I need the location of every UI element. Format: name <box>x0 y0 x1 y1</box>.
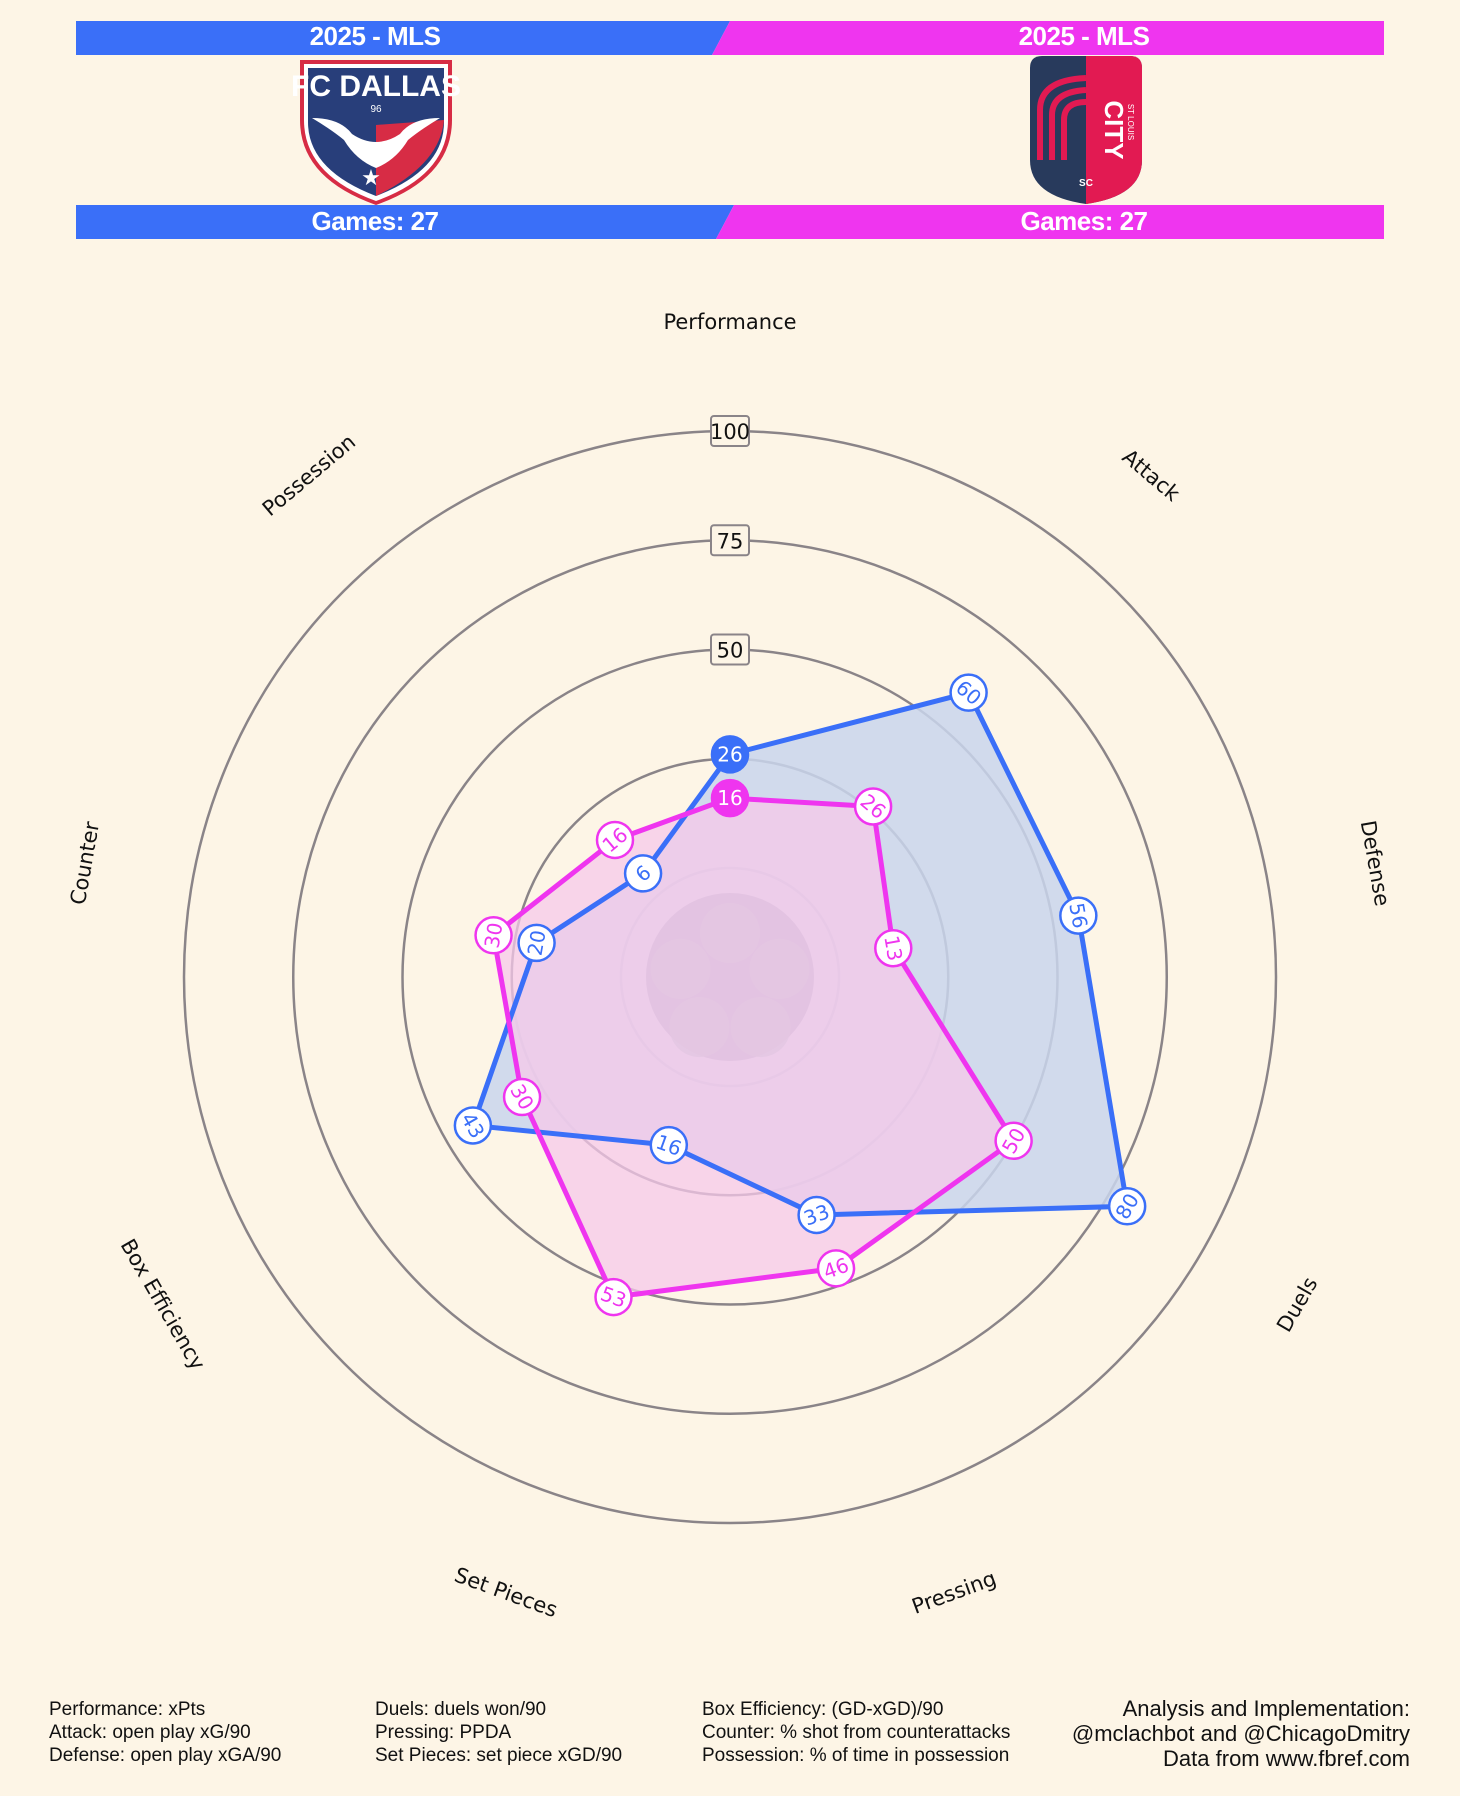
footer-line: Possession: % of time in possession <box>702 1745 1010 1766</box>
ring-tick-box <box>710 524 750 557</box>
series-2-value-label: 16 <box>717 786 742 810</box>
axis-label-possession: Possession <box>258 430 360 521</box>
footer-line: Performance: xPts <box>49 1699 206 1720</box>
st-louis-city-sc-logo: CITY ST LOUIS SC <box>1030 56 1142 204</box>
fc-dallas-logo-text: FC DALLAS <box>291 70 461 103</box>
ring-tick-label: 50 <box>717 639 744 663</box>
left-team-league-banner <box>76 21 730 55</box>
series-1-point <box>453 1106 493 1145</box>
series-2-point <box>853 787 893 826</box>
axis-label-performance: Performance <box>663 310 796 334</box>
series-2-line <box>490 795 1017 1300</box>
series-2-value-label: 30 <box>480 921 508 950</box>
footer-line: Defense: open play xGA/90 <box>49 1745 282 1766</box>
credits-line: @mclachbot and @ChicagoDmitry <box>1071 1721 1410 1746</box>
axis-label-duels: Duels <box>1272 1273 1322 1336</box>
axis-label-defense: Defense <box>1356 819 1395 908</box>
series-2-point <box>710 778 750 818</box>
ring-tick-box <box>710 415 750 447</box>
footer-col-2: Duels: duels won/90 Pressing: PPDA Set P… <box>375 1698 622 1767</box>
series-1-point <box>1059 896 1098 935</box>
series-1-point <box>949 673 988 712</box>
ring-tick-box <box>710 633 750 666</box>
footer-col-3: Box Efficiency: (GD-xGD)/90 Counter: % s… <box>702 1698 1010 1767</box>
series-2-point <box>994 1121 1033 1160</box>
series-2-point <box>594 1277 633 1317</box>
ring-tick-label: 75 <box>717 529 744 553</box>
series-1-line <box>469 689 1131 1218</box>
series-2-point <box>474 916 513 955</box>
footer-line: Attack: open play xG/90 <box>49 1722 251 1743</box>
series-2-area <box>493 798 1014 1298</box>
series-1-point <box>797 1195 836 1235</box>
fc-dallas-star-icon: ★ <box>361 165 381 190</box>
series-1-point <box>649 1125 689 1165</box>
fc-dallas-logo: FC DALLAS 96 ★ <box>291 60 461 205</box>
header-banner-bottom: Games: 27 Games: 27 <box>76 205 1384 239</box>
footer-line: Duels: duels won/90 <box>375 1699 547 1720</box>
series-2-point <box>816 1249 856 1288</box>
footer-col-1: Performance: xPts Attack: open play xG/9… <box>49 1698 281 1767</box>
left-games-label: Games: 27 <box>311 206 438 236</box>
series-1-value-label: 20 <box>523 928 551 957</box>
footer-credits: Analysis and Implementation: @mclachbot … <box>1072 1696 1410 1771</box>
footer-line: Pressing: PPDA <box>375 1722 512 1743</box>
axis-label-counter: Counter <box>66 819 104 906</box>
series-1-value-label: 56 <box>1064 901 1092 930</box>
left-league-label: 2025 - MLS <box>310 21 441 51</box>
right-games-label: Games: 27 <box>1020 206 1147 236</box>
series-1-value-label: 26 <box>717 742 742 766</box>
series-2-point <box>502 1077 542 1117</box>
series-1-point <box>517 923 556 963</box>
st-louis-logo-text: CITY <box>1099 100 1129 159</box>
header-banner-top: 2025 - MLS 2025 - MLS <box>76 21 1384 55</box>
axis-label-attack: Attack <box>1118 444 1185 506</box>
series-1-point <box>1107 1187 1147 1226</box>
left-team-games-banner <box>76 205 734 239</box>
series-2-point <box>595 820 635 860</box>
right-team-games-banner <box>716 205 1384 239</box>
series-2-point <box>874 928 913 968</box>
axis-label-box-efficiency: Box Efficiency <box>116 1235 210 1374</box>
right-team-league-banner <box>712 21 1384 55</box>
right-league-label: 2025 - MLS <box>1019 21 1150 51</box>
credits-line: Data from www.fbref.com <box>1163 1746 1410 1771</box>
footer-line: Counter: % shot from counterattacks <box>702 1722 1011 1743</box>
st-louis-logo-top: ST LOUIS <box>1126 104 1135 140</box>
ring-tick-label: 100 <box>710 420 750 444</box>
series-1-point <box>710 735 750 774</box>
credits-line: Analysis and Implementation: <box>1122 1696 1410 1721</box>
series-1-point <box>623 854 663 893</box>
footer-line: Box Efficiency: (GD-xGD)/90 <box>702 1699 944 1720</box>
fc-dallas-logo-year: 96 <box>370 104 382 115</box>
series-2-value-label: 13 <box>879 934 907 963</box>
st-louis-logo-sub: SC <box>1079 178 1093 189</box>
axis-label-pressing: Pressing <box>909 1566 1000 1619</box>
axis-label-set-pieces: Set Pieces <box>451 1563 560 1622</box>
footer-line: Set Pieces: set piece xGD/90 <box>375 1745 623 1766</box>
